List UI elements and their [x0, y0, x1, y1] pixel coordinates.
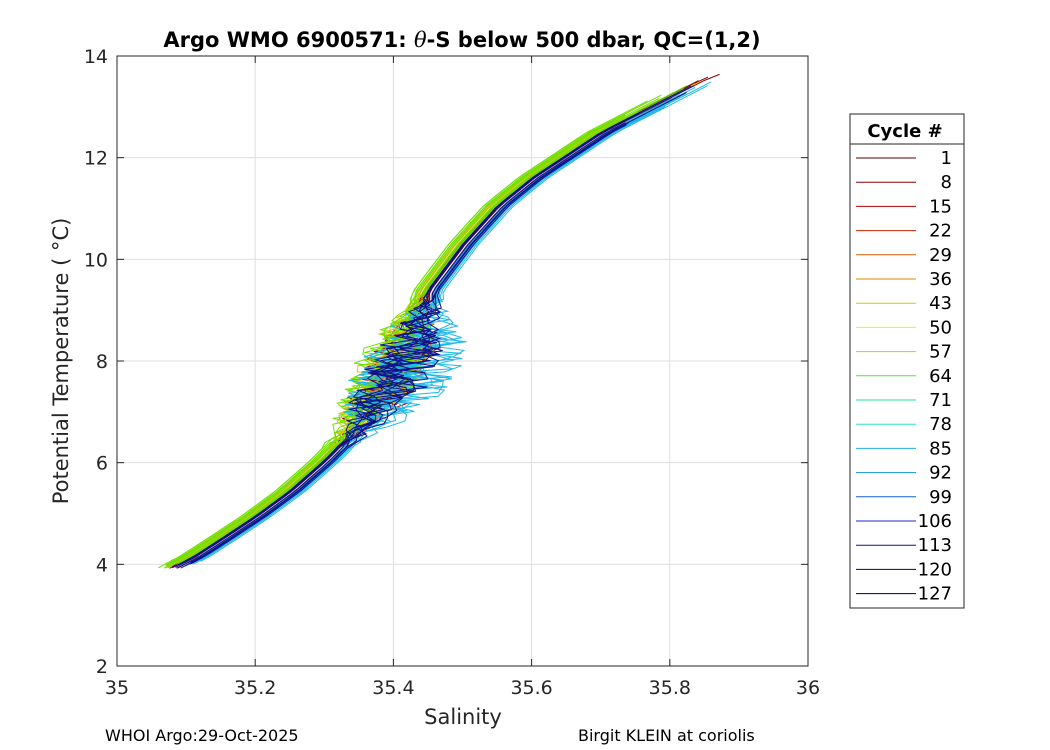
x-tick-label: 35.8 — [649, 677, 691, 699]
legend-label: 106 — [918, 511, 952, 532]
profile-line — [171, 85, 692, 569]
profile-line — [190, 124, 627, 565]
x-tick-label: 35.4 — [372, 677, 414, 699]
legend-title: Cycle # — [867, 121, 942, 142]
legend-label: 78 — [929, 414, 952, 435]
legend-label: 1 — [941, 148, 952, 169]
x-tick-label: 35.6 — [510, 677, 552, 699]
y-axis: 2 4 6 8 10 12 14 — [84, 46, 808, 678]
footer-right: Birgit KLEIN at coriolis — [578, 726, 755, 745]
y-tick-label: 4 — [96, 554, 108, 576]
y-tick-label: 2 — [96, 656, 108, 678]
y-axis-label: Potential Temperature ( °C) — [49, 218, 73, 505]
y-tick-label: 6 — [96, 453, 108, 475]
legend-label: 127 — [918, 584, 952, 605]
legend-label: 113 — [918, 535, 952, 556]
legend-box — [849, 113, 965, 609]
legend-label: 43 — [929, 293, 952, 314]
footer-left: WHOI Argo:29-Oct-2025 — [105, 726, 299, 745]
legend-label: 120 — [918, 559, 952, 580]
legend-label: 85 — [929, 438, 952, 459]
legend-label: 64 — [929, 366, 952, 387]
legend-label: 50 — [929, 317, 952, 338]
profile-line — [193, 105, 666, 565]
legend-label: 15 — [929, 196, 952, 217]
legend-label: 99 — [929, 487, 952, 508]
y-tick-label: 14 — [84, 46, 108, 68]
legend-label: 8 — [941, 172, 952, 193]
x-axis-label: Salinity — [424, 705, 502, 729]
profiles — [158, 73, 720, 569]
y-tick-label: 10 — [84, 249, 108, 271]
x-tick-label: 35 — [105, 677, 129, 699]
profile-line — [175, 85, 695, 568]
chart-title: Argo WMO 6900571: θ-S below 500 dbar, QC… — [163, 28, 760, 52]
legend-label: 92 — [929, 463, 952, 484]
profile-line — [163, 98, 660, 569]
x-tick-label: 35.2 — [234, 677, 276, 699]
legend-label: 22 — [929, 221, 952, 242]
x-tick-label: 36 — [796, 677, 820, 699]
x-axis: 35 35.2 35.4 35.6 35.8 36 — [105, 56, 820, 699]
legend-label: 71 — [929, 390, 952, 411]
legend-entries: 1 8 15 22 29 36 43 50 57 64 71 78 85 92 99 106 113 120 127 — [856, 148, 952, 605]
legend: Cycle # 18152229364350576471788592991061… — [849, 113, 965, 609]
profile-line — [190, 129, 615, 564]
y-tick-label: 12 — [84, 148, 108, 170]
legend-label: 29 — [929, 245, 952, 266]
y-tick-label: 8 — [96, 351, 108, 373]
profile-line — [158, 128, 595, 569]
legend-label: 36 — [929, 269, 952, 290]
legend-label: 57 — [929, 342, 952, 363]
